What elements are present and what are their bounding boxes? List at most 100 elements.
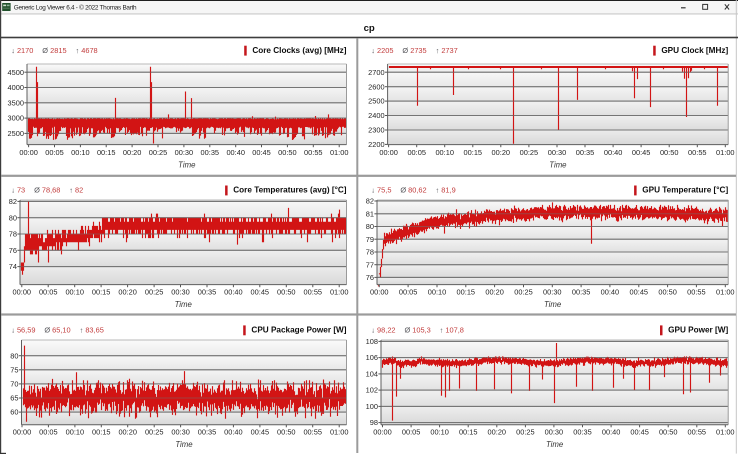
svg-text:00:55: 00:55 xyxy=(304,288,323,297)
svg-text:4000: 4000 xyxy=(8,83,24,92)
svg-text:00:50: 00:50 xyxy=(278,148,297,157)
svg-text:74: 74 xyxy=(9,262,17,271)
svg-text:00:15: 00:15 xyxy=(459,428,478,437)
svg-text:100: 100 xyxy=(366,402,378,411)
svg-text:01:00: 01:00 xyxy=(330,288,349,297)
svg-text:80: 80 xyxy=(10,351,18,360)
svg-text:00:10: 00:10 xyxy=(435,148,454,157)
svg-text:104: 104 xyxy=(366,370,378,379)
svg-text:00:10: 00:10 xyxy=(428,288,447,297)
svg-text:00:30: 00:30 xyxy=(171,288,190,297)
svg-text:00:15: 00:15 xyxy=(92,288,111,297)
svg-text:00:40: 00:40 xyxy=(226,148,245,157)
svg-text:00:20: 00:20 xyxy=(488,428,507,437)
svg-text:3000: 3000 xyxy=(8,114,24,123)
svg-text:↓ 98,22Ø 105,3↑ 107,8: ↓ 98,22 Ø 105,3 ↑ 107,8 xyxy=(371,326,464,335)
svg-text:80: 80 xyxy=(366,222,374,231)
svg-text:00:25: 00:25 xyxy=(149,148,168,157)
svg-text:01:00: 01:00 xyxy=(330,148,349,157)
svg-text:00:00: 00:00 xyxy=(373,428,392,437)
svg-text:00:15: 00:15 xyxy=(97,148,116,157)
svg-text:00:05: 00:05 xyxy=(399,288,418,297)
svg-text:00:55: 00:55 xyxy=(688,428,707,437)
svg-text:00:40: 00:40 xyxy=(602,428,621,437)
svg-text:00:35: 00:35 xyxy=(201,148,220,157)
svg-text:00:45: 00:45 xyxy=(632,148,651,157)
svg-text:00:05: 00:05 xyxy=(39,288,58,297)
svg-text:00:10: 00:10 xyxy=(430,428,449,437)
svg-text:2500: 2500 xyxy=(368,97,384,106)
svg-text:00:45: 00:45 xyxy=(252,148,271,157)
svg-text:76: 76 xyxy=(366,273,374,282)
svg-text:01:00: 01:00 xyxy=(716,428,735,437)
svg-text:82: 82 xyxy=(366,197,374,206)
svg-text:00:55: 00:55 xyxy=(688,148,707,157)
svg-text:2600: 2600 xyxy=(368,82,384,91)
svg-text:00:50: 00:50 xyxy=(660,148,679,157)
svg-text:GPU Temperature [°C]: GPU Temperature [°C] xyxy=(642,186,728,195)
svg-text:Time: Time xyxy=(175,440,193,449)
svg-text:00:40: 00:40 xyxy=(604,148,623,157)
svg-text:00:30: 00:30 xyxy=(543,288,562,297)
svg-text:79: 79 xyxy=(366,235,374,244)
svg-text:77: 77 xyxy=(366,260,374,269)
svg-text:Time: Time xyxy=(178,160,196,169)
svg-text:4500: 4500 xyxy=(8,68,24,77)
svg-text:00:00: 00:00 xyxy=(379,148,398,157)
svg-text:00:25: 00:25 xyxy=(145,428,164,437)
svg-text:↓ 73Ø 78,68↑ 82: ↓ 73 Ø 78,68 ↑ 82 xyxy=(11,186,83,195)
svg-text:00:20: 00:20 xyxy=(485,288,504,297)
svg-text:2200: 2200 xyxy=(368,140,384,149)
svg-text:2300: 2300 xyxy=(368,126,384,135)
svg-text:00:35: 00:35 xyxy=(198,288,217,297)
svg-text:00:30: 00:30 xyxy=(545,428,564,437)
svg-text:Core Clocks (avg) [MHz]: Core Clocks (avg) [MHz] xyxy=(252,46,346,55)
svg-text:01:00: 01:00 xyxy=(330,428,349,437)
svg-text:00:55: 00:55 xyxy=(303,428,322,437)
svg-text:00:15: 00:15 xyxy=(92,428,111,437)
svg-text:2500: 2500 xyxy=(8,129,24,138)
svg-text:00:45: 00:45 xyxy=(251,428,270,437)
svg-text:00:15: 00:15 xyxy=(464,148,483,157)
svg-text:Time: Time xyxy=(549,160,567,169)
svg-text:00:50: 00:50 xyxy=(658,288,677,297)
svg-text:81: 81 xyxy=(366,209,374,218)
svg-text:75: 75 xyxy=(10,365,18,374)
svg-text:00:50: 00:50 xyxy=(277,288,296,297)
svg-text:2700: 2700 xyxy=(368,68,384,77)
svg-text:Generic Log Viewer 6.4 - © 202: Generic Log Viewer 6.4 - © 2022 Thomas B… xyxy=(14,4,137,12)
svg-text:00:40: 00:40 xyxy=(601,288,620,297)
svg-text:2400: 2400 xyxy=(368,111,384,120)
svg-text:00:50: 00:50 xyxy=(277,428,296,437)
svg-text:00:00: 00:00 xyxy=(13,288,32,297)
svg-text:00:35: 00:35 xyxy=(576,148,595,157)
svg-text:Time: Time xyxy=(175,300,193,309)
svg-text:65: 65 xyxy=(10,394,18,403)
svg-text:CPU Package Power [W]: CPU Package Power [W] xyxy=(251,326,346,335)
svg-text:01:00: 01:00 xyxy=(716,288,735,297)
svg-text:82: 82 xyxy=(9,197,17,206)
svg-text:00:00: 00:00 xyxy=(370,288,389,297)
svg-text:00:25: 00:25 xyxy=(520,148,539,157)
svg-text:00:20: 00:20 xyxy=(118,288,137,297)
svg-text:00:05: 00:05 xyxy=(45,148,64,157)
svg-text:00:20: 00:20 xyxy=(492,148,511,157)
svg-text:GPU Clock [MHz]: GPU Clock [MHz] xyxy=(661,46,728,55)
svg-text:00:45: 00:45 xyxy=(630,428,649,437)
svg-text:00:20: 00:20 xyxy=(118,428,137,437)
svg-text:00:45: 00:45 xyxy=(630,288,649,297)
svg-text:00:20: 00:20 xyxy=(123,148,142,157)
svg-text:00:30: 00:30 xyxy=(175,148,194,157)
svg-text:00:35: 00:35 xyxy=(573,428,592,437)
svg-text:↓ 75,5Ø 80,62↑ 81,9: ↓ 75,5 Ø 80,62 ↑ 81,9 xyxy=(371,186,455,195)
svg-text:00:05: 00:05 xyxy=(402,428,421,437)
svg-text:Time: Time xyxy=(544,300,562,309)
svg-text:108: 108 xyxy=(366,337,378,346)
svg-text:00:00: 00:00 xyxy=(19,148,38,157)
svg-text:106: 106 xyxy=(366,353,378,362)
svg-text:00:35: 00:35 xyxy=(572,288,591,297)
svg-text:00:05: 00:05 xyxy=(407,148,426,157)
svg-text:00:35: 00:35 xyxy=(198,428,217,437)
